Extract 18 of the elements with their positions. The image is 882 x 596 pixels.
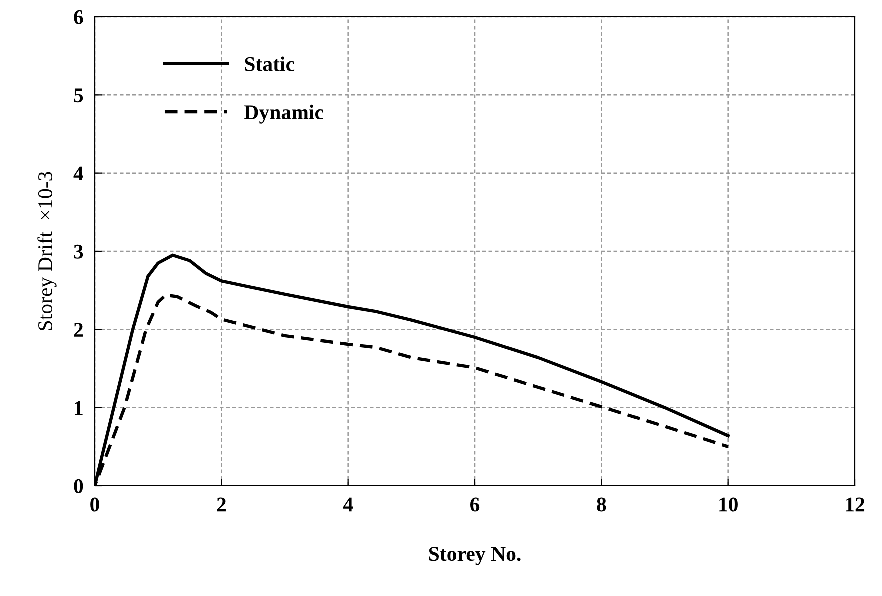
legend-label: Static <box>245 56 295 72</box>
y-tick-label: 3 <box>74 244 84 259</box>
x-tick-label: 12 <box>846 498 865 512</box>
x-tick-label: 4 <box>343 498 354 512</box>
x-tick-label: 10 <box>720 498 738 512</box>
x-tick-label: 0 <box>90 498 100 512</box>
x-tick-label: 2 <box>217 498 226 512</box>
legend-label: Dynamic <box>244 104 324 124</box>
y-tick-label: 2 <box>74 323 83 337</box>
y-tick-label: 0 <box>74 479 84 494</box>
y-tick-label: 5 <box>74 88 84 103</box>
x-axis-title: Storey No. <box>429 547 521 566</box>
y-tick-label: 6 <box>74 10 84 24</box>
y-tick-label: 1 <box>75 401 83 416</box>
x-tick-label: 6 <box>470 498 480 512</box>
y-tick-label: 4 <box>74 166 84 181</box>
y-axis-title: Storey Drift ×10-3 <box>38 172 57 330</box>
x-tick-label: 8 <box>597 498 606 512</box>
